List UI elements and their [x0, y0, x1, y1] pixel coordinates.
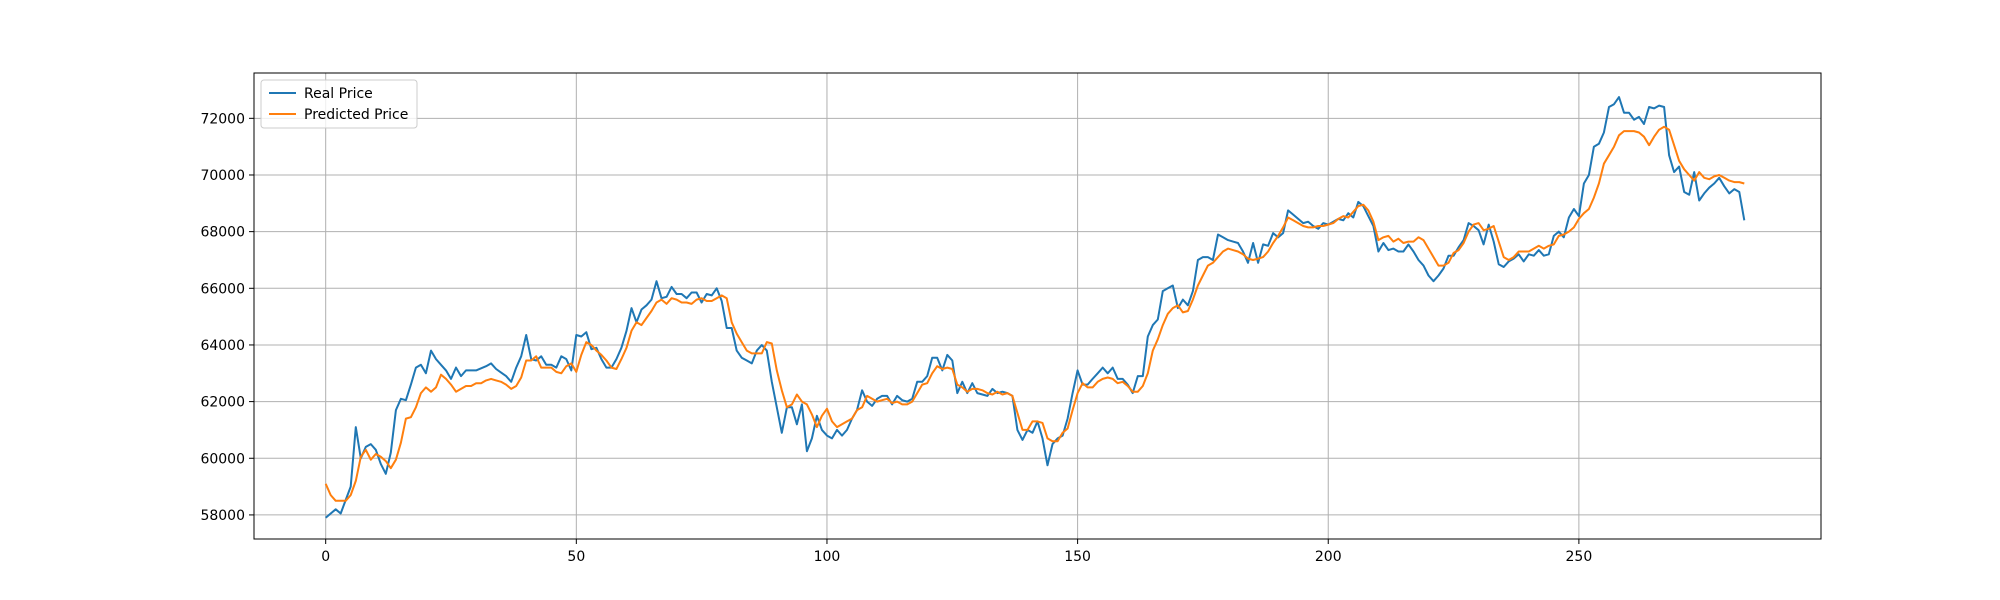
legend-label-real-price: Real Price: [304, 86, 373, 102]
plot-area-frame: [253, 72, 1822, 540]
x-tick-label: 50: [567, 549, 585, 565]
x-tick-label: 200: [1315, 549, 1342, 565]
y-tick-label: 58000: [200, 508, 245, 524]
grid-lines: [254, 73, 1821, 539]
legend: Real Price Predicted Price: [260, 79, 418, 129]
x-tick-label: 250: [1566, 549, 1593, 565]
y-tick-label: 62000: [200, 395, 245, 411]
y-axis: 58000 60000 62000 64000 66000 68000 70000 72000: [200, 111, 254, 524]
series-line-real-price: [325, 96, 1746, 519]
x-tick-label: 150: [1064, 549, 1091, 565]
y-tick-label: 64000: [200, 338, 245, 354]
x-tick-label: 0: [321, 549, 330, 565]
series-line-predicted-price: [324, 125, 1745, 502]
y-tick-label: 68000: [200, 225, 245, 241]
x-axis: 0 50 100 150 200 250: [321, 539, 1592, 565]
legend-box: [260, 79, 418, 129]
x-tick-label: 100: [814, 549, 841, 565]
y-tick-label: 70000: [200, 168, 245, 184]
legend-label-predicted-price: Predicted Price: [304, 107, 408, 123]
y-tick-label: 66000: [200, 281, 245, 297]
y-tick-label: 60000: [200, 451, 245, 467]
y-tick-label: 72000: [200, 111, 245, 127]
series-lines: [324, 96, 1746, 519]
